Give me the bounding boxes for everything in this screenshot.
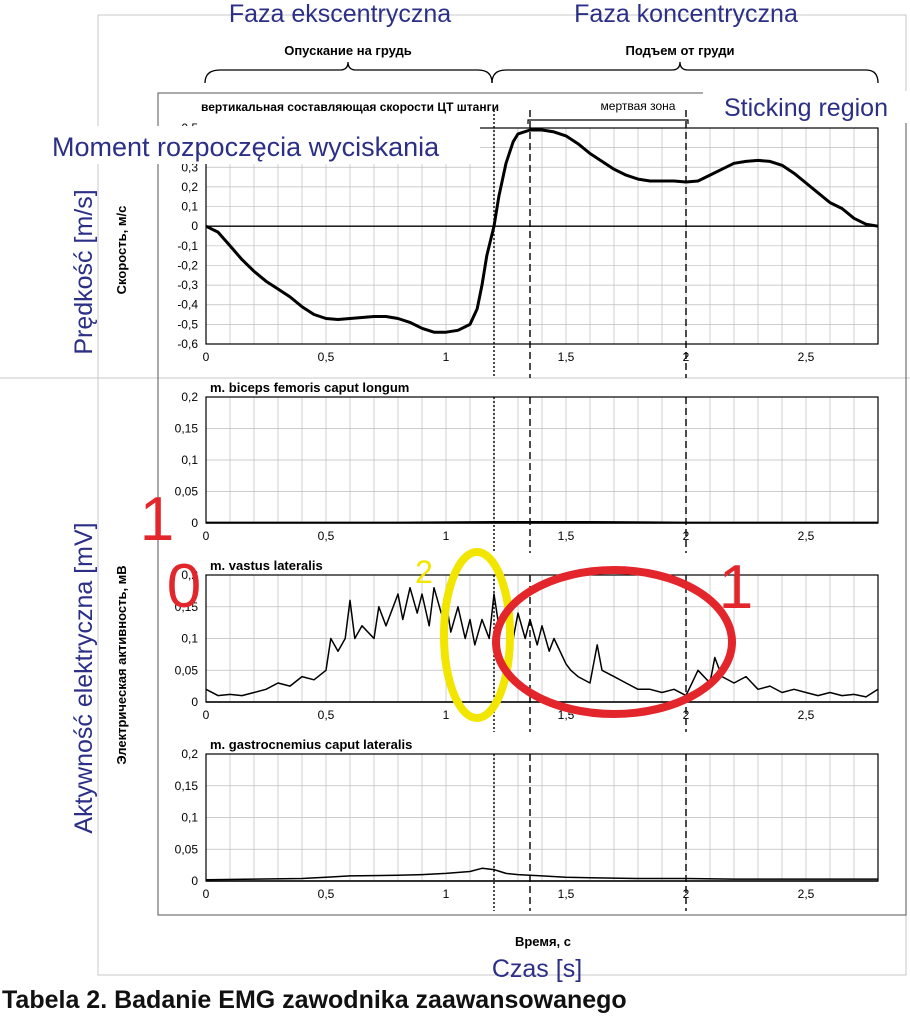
- series-line: [205, 867, 878, 881]
- x-tick-label: 0: [203, 350, 210, 364]
- y-tick-label: -0,2: [177, 258, 198, 272]
- series-line: [205, 128, 879, 334]
- x-tick-label: 1: [443, 350, 450, 364]
- x-tick-label: 0: [203, 529, 210, 543]
- panel-title: m. vastus lateralis: [210, 558, 323, 573]
- yellow-ellipse: [440, 548, 514, 722]
- phase-eccentric-label: Faza ekscentryczna: [229, 0, 451, 28]
- marker-1-left: 1: [140, 485, 174, 554]
- start-of-press-label: Moment rozpoczęcia wyciskania: [52, 132, 440, 162]
- series-line: [206, 520, 878, 524]
- x-tick-label: 1: [443, 708, 450, 722]
- y-tick-label: 0,15: [175, 600, 199, 614]
- x-tick-label: 2: [683, 708, 690, 722]
- red-ellipse: [492, 566, 736, 718]
- x-tick-label: 1,5: [558, 350, 575, 364]
- panel-title: m. biceps femoris caput longum: [210, 380, 409, 395]
- y-tick-label: -0,5: [177, 317, 198, 331]
- x-tick-label: 0,5: [318, 529, 335, 543]
- lifting-brace: [491, 61, 879, 84]
- chart-panel-3: 0 0,05 0,1 0,15 0,2 0 0,5 1 1,5 2 2,5 m. gastrocnem…: [175, 737, 879, 911]
- y-tick-label: 0: [191, 219, 198, 233]
- x-axis-label-ru: Время, с: [515, 934, 571, 949]
- dead-zone-bracket: [527, 119, 689, 124]
- y-axis-velocity-label: Prędkość [m/s]: [70, 189, 98, 354]
- inner-chart-border: [157, 92, 907, 916]
- y-tick-label: 0,15: [175, 422, 199, 436]
- y-tick-label: 0,2: [181, 180, 198, 194]
- x-tick-label: 1: [443, 887, 450, 901]
- y-tick-label: 0,1: [181, 453, 198, 467]
- x-tick-label: 0,5: [318, 350, 335, 364]
- phase-concentric-label: Faza koncentryczna: [574, 0, 798, 28]
- y-tick-label: 0,1: [181, 632, 198, 646]
- y-tick-label: 0: [191, 695, 198, 709]
- y-tick-label: 0,05: [175, 485, 199, 499]
- y-tick-label: 0,1: [181, 811, 198, 825]
- plot-frame: [205, 127, 879, 345]
- velocity-chart-title: вертикальная составляющая скорости ЦТ шт…: [201, 100, 499, 114]
- y-tick-label: 0,1: [181, 200, 198, 214]
- x-tick-label: 0: [203, 708, 210, 722]
- marker-2: 2: [415, 554, 433, 590]
- y-tick-label: 0: [191, 516, 198, 530]
- emg-ylabel: Электрическая активность, мВ: [114, 565, 129, 764]
- x-tick-label: 1,5: [558, 887, 575, 901]
- y-axis-emg-label: Aktywność elektryczna [mV]: [70, 522, 98, 833]
- x-tick-label: 2,5: [798, 529, 815, 543]
- y-tick-label: -0,4: [177, 298, 198, 312]
- y-tick-label: 0: [191, 874, 198, 888]
- x-tick-label: 1,5: [558, 529, 575, 543]
- start-of-press-backdrop: [46, 126, 480, 164]
- lifting-label: Подъем от груди: [626, 43, 735, 58]
- velocity-ylabel: Скорость, м/с: [114, 206, 129, 295]
- x-tick-label: 0: [203, 887, 210, 901]
- x-axis-time-label: Czas [s]: [492, 955, 582, 983]
- y-tick-label: -0,6: [177, 337, 198, 351]
- sticking-region-backdrop: [703, 91, 907, 123]
- figure-caption: Tabela 2. Badanie EMG zawodnika zaawanso…: [2, 986, 627, 1014]
- x-tick-label: 2,5: [798, 887, 815, 901]
- x-tick-label: 1: [443, 529, 450, 543]
- marker-0: 0: [167, 552, 201, 621]
- sticking-region-label: Sticking region: [724, 94, 888, 122]
- x-tick-label: 2,5: [798, 708, 815, 722]
- chart-panel-1: 00,050,10,150,200,511,522,5m. biceps fem…: [175, 380, 879, 553]
- lowering-brace: [204, 61, 493, 84]
- x-tick-label: 0,5: [318, 708, 335, 722]
- x-tick-label: 0,5: [318, 887, 335, 901]
- panel-title: m. gastrocnemius caput lateralis: [210, 737, 412, 752]
- y-tick-label: 0,2: [181, 568, 198, 582]
- x-tick-label: 2,5: [798, 350, 815, 364]
- chart-panel-2: 00,050,10,150,20 0,5 1 1,5 2 2,5m. vastus lat…: [175, 558, 879, 732]
- y-tick-label: -0,3: [177, 278, 198, 292]
- y-tick-label: 0,05: [175, 663, 199, 677]
- dead-zone-label: мертвая зона: [601, 99, 676, 113]
- y-tick-label: 0,2: [181, 390, 198, 404]
- y-tick-label: -0,1: [177, 239, 198, 253]
- lowering-label: Опускание на грудь: [284, 43, 412, 58]
- y-tick-label: 0,2: [181, 747, 198, 761]
- y-tick-label: 0,05: [175, 842, 199, 856]
- y-tick-label: 0,15: [175, 779, 199, 793]
- x-tick-label: 2: [683, 887, 690, 901]
